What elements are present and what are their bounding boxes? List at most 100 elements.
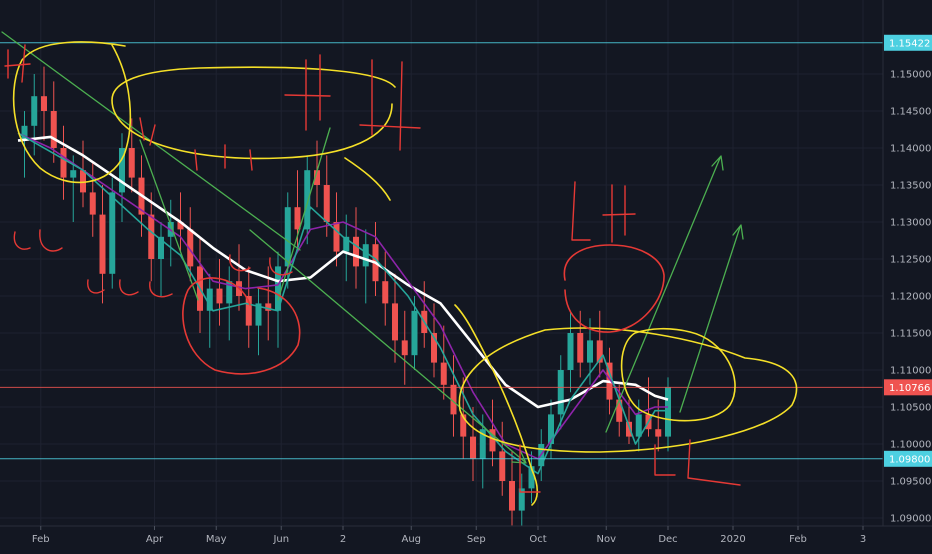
candle-down — [41, 96, 47, 111]
candle-down — [450, 384, 457, 415]
y-tick-label: 1.11500 — [890, 329, 931, 340]
candle-down — [294, 207, 301, 230]
green-trendline-lower — [249, 229, 526, 463]
yellow-ellipse-top — [111, 66, 396, 160]
x-tick-label: May — [206, 534, 227, 545]
price-scale[interactable]: 1.15000 1.14500 1.14000 1.13500 1.13000 1.125… — [890, 70, 931, 554]
time-scale[interactable]: Feb Apr May Jun 2 Aug Sep Oct Nov Dec 2020 Feb 3 — [32, 526, 866, 545]
candle-up — [226, 281, 233, 304]
candle-up — [557, 370, 564, 415]
red-mark-l-apr — [229, 254, 293, 276]
green-line-apr-may — [139, 139, 199, 301]
green-arrowhead-2 — [732, 224, 744, 240]
candle-up — [119, 148, 125, 193]
candle-down — [333, 222, 340, 252]
candle-down — [50, 111, 57, 148]
y-tick-label: 1.14500 — [890, 107, 931, 118]
candle-down — [148, 214, 155, 259]
candle-down — [80, 170, 86, 193]
candle-down — [577, 333, 584, 363]
candle-down — [99, 214, 106, 274]
candle-down — [616, 399, 623, 422]
candle-up — [587, 340, 593, 363]
x-tick-label: Nov — [596, 534, 616, 545]
candle-down — [245, 296, 252, 326]
candle-up — [275, 266, 281, 311]
x-tick-label: Jun — [272, 534, 289, 545]
ma-layer — [17, 132, 669, 475]
x-tick-label: 3 — [860, 534, 866, 545]
candle-up — [528, 466, 535, 489]
green-arrow-up-2 — [679, 226, 741, 413]
x-tick-label: Dec — [658, 534, 677, 545]
red-circle-may — [182, 277, 301, 375]
yellow-circle-feb — [12, 41, 132, 184]
yellow-curve-sep — [454, 304, 539, 506]
y-tick-label: 1.13000 — [890, 218, 931, 229]
candle-up — [343, 236, 350, 252]
candle-up — [665, 387, 671, 437]
yellow-curve-aug — [344, 157, 391, 201]
candle-up — [304, 170, 311, 230]
yellow-ellipse-inner — [620, 327, 736, 422]
red-mark-l-mar — [87, 279, 173, 298]
green-arrowhead-lower — [511, 449, 527, 464]
y-tick-label: 1.14000 — [890, 144, 931, 155]
annotation-layer — [1, 31, 798, 506]
x-tick-label: Aug — [401, 534, 421, 545]
candle-up — [109, 192, 116, 274]
time-scale-background — [0, 526, 932, 550]
candle-down — [323, 185, 330, 222]
candle-down — [489, 429, 496, 452]
x-tick-label: Apr — [146, 534, 164, 545]
y-tick-label: 1.13500 — [890, 181, 931, 192]
x-tick-label: Oct — [529, 534, 546, 545]
x-tick-label: 2 — [340, 534, 346, 545]
y-tick-label: 1.12500 — [890, 255, 931, 266]
candle-up — [518, 488, 525, 511]
red-mark-h-mar — [139, 117, 156, 146]
red-mark-h-jun — [284, 54, 331, 131]
candle-down — [440, 362, 447, 385]
hline-layer — [0, 42, 883, 460]
candle-down — [353, 236, 359, 267]
candle-down — [314, 170, 320, 185]
red-mark-l-feb — [13, 229, 63, 252]
candle-up — [548, 414, 554, 444]
y-tick-label: 1.12000 — [890, 292, 931, 303]
candle-down — [89, 192, 96, 215]
red-mark-h-apr — [194, 144, 253, 171]
red-mark-l-oct — [519, 444, 541, 493]
x-tick-label: Feb — [32, 534, 50, 545]
candle-down — [382, 281, 389, 304]
y-tick-label: 1.15000 — [890, 70, 931, 81]
candle-down — [499, 451, 506, 481]
candle-down — [187, 229, 194, 267]
price-tag-label: 1.15422 — [889, 38, 930, 49]
red-mark-lh-nov — [571, 181, 636, 243]
candle-down — [128, 148, 135, 178]
green-arrowhead-1 — [711, 155, 724, 171]
candle-down — [470, 436, 476, 459]
yellow-ellipse-bottom — [458, 327, 798, 453]
price-scale-background — [883, 0, 932, 526]
moving-average-line-2 — [17, 132, 668, 460]
candle-up — [21, 125, 28, 141]
moving-average-line-3 — [17, 132, 668, 475]
y-tick-label: 1.11000 — [890, 366, 931, 377]
y-tick-label: 1.10000 — [890, 440, 931, 451]
candle-up — [70, 170, 77, 178]
candle-up — [206, 288, 213, 311]
candle-down — [60, 148, 67, 178]
price-tag — [884, 450, 932, 467]
candle-down — [216, 288, 223, 304]
price-tag-label: 1.09800 — [889, 454, 930, 465]
candle-down — [431, 333, 437, 363]
candle-down — [460, 414, 467, 437]
candle-up — [479, 429, 486, 459]
candle-down — [392, 303, 398, 341]
candle-down — [265, 303, 272, 311]
candle-down — [596, 340, 603, 363]
candle-up — [362, 244, 369, 267]
